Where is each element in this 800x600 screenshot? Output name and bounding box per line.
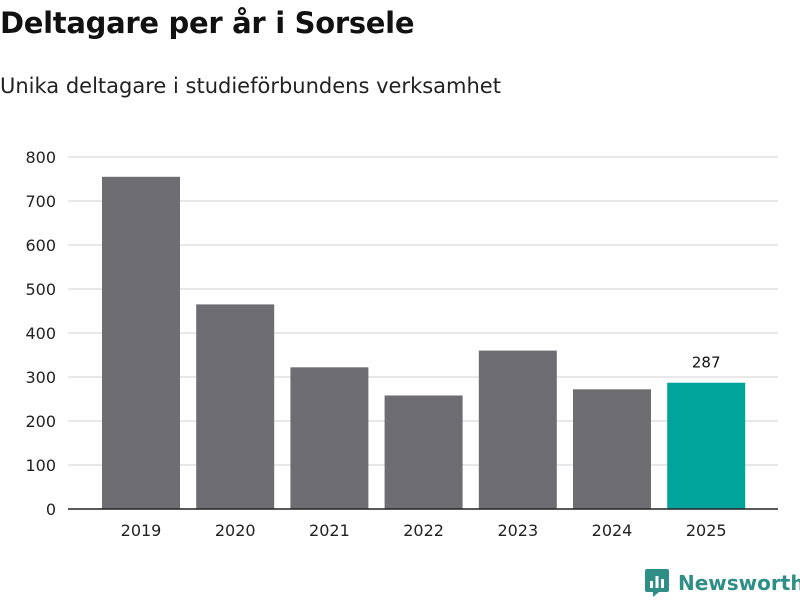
- bar-2020: [196, 304, 275, 509]
- y-tick-label-500: 500: [25, 280, 56, 299]
- bars: [102, 176, 746, 510]
- x-tick-label-2022: 2022: [403, 521, 444, 540]
- bar-2022: [384, 395, 463, 509]
- gridlines: [68, 156, 778, 466]
- bar-2024: [573, 389, 651, 509]
- chart-title: Deltagare per år i Sorsele: [0, 6, 415, 40]
- bar-2021: [290, 367, 369, 509]
- x-tick-label-2024: 2024: [592, 521, 633, 540]
- y-tick-label-200: 200: [25, 412, 56, 431]
- x-tick-label-2023: 2023: [497, 521, 538, 540]
- data-labels: 287: [692, 354, 721, 372]
- brand-name: Newsworthy: [678, 571, 800, 595]
- data-label-2025: 287: [692, 354, 721, 372]
- newsworthy-logo-icon: [645, 569, 669, 597]
- y-tick-label-600: 600: [25, 236, 56, 255]
- y-tick-label-700: 700: [25, 192, 56, 211]
- x-tick-label-2019: 2019: [121, 521, 162, 540]
- x-axis-ticks: 2019 2020 2021 2022 2023 2024 2025: [121, 521, 727, 540]
- chart-subtitle: Unika deltagare i studieförbundens verks…: [0, 74, 501, 98]
- y-tick-label-100: 100: [25, 456, 56, 475]
- y-tick-label-400: 400: [25, 324, 56, 343]
- brand-logo: Newsworthy: [644, 568, 800, 598]
- y-tick-label-800: 800: [25, 148, 56, 167]
- x-tick-label-2020: 2020: [215, 521, 256, 540]
- y-tick-label-300: 300: [25, 368, 56, 387]
- bar-2023: [478, 350, 557, 509]
- y-axis-ticks: 0 100 200 300 400 500 600 700 800: [25, 148, 56, 519]
- x-tick-label-2025: 2025: [686, 521, 727, 540]
- bar-2025: [667, 382, 746, 509]
- bar-2019: [102, 176, 180, 510]
- y-tick-label-0: 0: [46, 500, 56, 519]
- x-tick-label-2021: 2021: [309, 521, 350, 540]
